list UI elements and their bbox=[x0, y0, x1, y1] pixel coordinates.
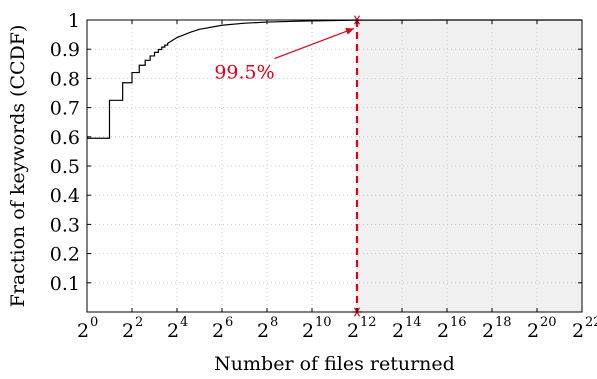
shaded-region bbox=[357, 20, 582, 312]
x-tick-exponent: 12 bbox=[360, 315, 377, 330]
x-tick-exponent: 14 bbox=[405, 315, 422, 330]
y-tick-label: 0.6 bbox=[50, 127, 80, 149]
x-tick-exponent: 2 bbox=[135, 315, 143, 330]
y-tick-label: 1 bbox=[68, 10, 80, 32]
y-tick-label: 0.5 bbox=[50, 156, 80, 178]
x-tick-exponent: 22 bbox=[585, 315, 597, 330]
y-axis-ticks: 0.1 0.2 0.3 0.4 0.5 0.6 0.7 0.8 0.9 1 bbox=[50, 10, 582, 295]
annotation-arrow bbox=[274, 27, 355, 60]
y-tick-label: 0.7 bbox=[50, 98, 80, 120]
x-axis-label: Number of files returned bbox=[214, 353, 455, 375]
x-tick-label: 2 bbox=[392, 320, 404, 342]
x-tick-label: 2 bbox=[257, 320, 269, 342]
annotation-arrowhead bbox=[345, 28, 354, 35]
x-tick-label: 2 bbox=[572, 320, 584, 342]
x-tick-label: 2 bbox=[212, 320, 224, 342]
x-tick-exponent: 6 bbox=[225, 315, 233, 330]
y-axis-label: Fraction of keywords (CCDF) bbox=[7, 25, 29, 308]
y-tick-label: 0.8 bbox=[50, 68, 80, 90]
x-tick-label: 2 bbox=[77, 320, 89, 342]
x-tick-label: 2 bbox=[437, 320, 449, 342]
x-tick-exponent: 10 bbox=[315, 315, 332, 330]
x-tick-exponent: 18 bbox=[495, 315, 512, 330]
annotation-label: 99.5% bbox=[214, 62, 274, 84]
y-tick-label: 0.2 bbox=[50, 244, 80, 266]
x-tick-exponent: 0 bbox=[90, 315, 98, 330]
x-tick-exponent: 8 bbox=[270, 315, 278, 330]
y-tick-label: 0.1 bbox=[50, 273, 80, 295]
x-tick-label: 2 bbox=[347, 320, 359, 342]
y-tick-label: 0.9 bbox=[50, 39, 80, 61]
x-tick-exponent: 4 bbox=[180, 315, 188, 330]
x-tick-exponent: 16 bbox=[450, 315, 467, 330]
x-tick-label: 2 bbox=[302, 320, 314, 342]
x-tick-label: 2 bbox=[122, 320, 134, 342]
ccdf-series-line bbox=[87, 19, 582, 139]
x-tick-label: 2 bbox=[527, 320, 539, 342]
x-axis-ticks: 2022242628210212214216218220222 bbox=[77, 20, 597, 342]
y-tick-label: 0.3 bbox=[50, 214, 80, 236]
y-tick-label: 0.4 bbox=[50, 185, 80, 207]
x-tick-exponent: 20 bbox=[540, 315, 557, 330]
x-tick-label: 2 bbox=[482, 320, 494, 342]
x-tick-label: 2 bbox=[167, 320, 179, 342]
